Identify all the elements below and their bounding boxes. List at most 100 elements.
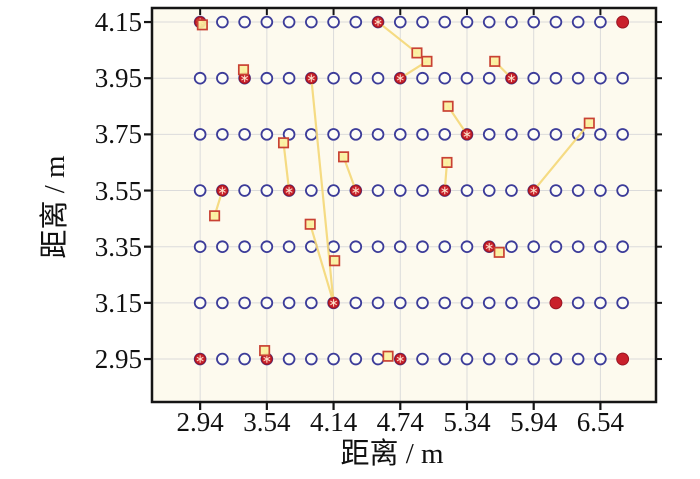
- grid-circle: [216, 15, 229, 29]
- grid-circle: [505, 240, 518, 254]
- grid-circle: [305, 296, 318, 310]
- y-tick-label: 2.95: [94, 344, 142, 375]
- grid-circle: [527, 71, 540, 85]
- grid-circle: [616, 128, 629, 141]
- grid-circle: [460, 15, 474, 29]
- grid-circle: [349, 352, 363, 366]
- grid-circle: [371, 240, 385, 254]
- grid-circle: [438, 296, 452, 310]
- estimated-position-square: [338, 151, 350, 163]
- grid-circle: [482, 15, 496, 29]
- grid-circle: [305, 15, 318, 29]
- grid-circle: [505, 128, 518, 141]
- grid-circle: [549, 71, 563, 85]
- y-axis-title: 距离 / m: [39, 155, 71, 259]
- grid-circle: [460, 184, 474, 197]
- grid-circle: [260, 71, 274, 85]
- grid-circle: [193, 240, 207, 254]
- grid-circle: [527, 296, 540, 310]
- grid-circle: [482, 352, 496, 366]
- grid-circle: [238, 128, 251, 141]
- asterisk-spoke: [441, 188, 449, 193]
- asterisk-spoke: [285, 188, 293, 193]
- true-position-marker: [616, 15, 630, 29]
- grid-circle: [594, 15, 607, 29]
- grid-circle: [416, 240, 429, 254]
- grid-circle: [393, 240, 407, 254]
- grid-circle: [327, 184, 340, 197]
- x-tick-label: 4.14: [309, 407, 358, 437]
- grid-circle: [505, 15, 518, 29]
- asterisk-spoke: [396, 356, 404, 362]
- grid-circle: [371, 128, 385, 141]
- error-line: [376, 20, 419, 55]
- grid-circle: [238, 15, 251, 29]
- y-tick-label: 3.55: [94, 175, 142, 206]
- asterisk-spoke: [530, 188, 538, 193]
- grid-circle: [371, 296, 385, 310]
- grid-circle: [371, 71, 385, 85]
- grid-circle: [282, 15, 296, 29]
- asterisk-spoke: [352, 188, 360, 193]
- grid-circle: [416, 128, 429, 141]
- grid-circle: [349, 15, 363, 29]
- grid-circle: [594, 71, 607, 85]
- estimated-position-square: [259, 345, 271, 357]
- asterisk-spoke: [396, 75, 404, 81]
- grid-circle: [594, 184, 607, 197]
- true-position-marker: [616, 352, 630, 366]
- estimated-position-square: [493, 246, 505, 258]
- grid-circle: [549, 240, 563, 254]
- grid-circle: [571, 240, 585, 254]
- grid-circle: [260, 240, 274, 254]
- asterisk-spoke: [330, 300, 338, 306]
- plot-background: [152, 8, 656, 402]
- grid-circle: [549, 184, 563, 197]
- grid-circle: [571, 296, 585, 310]
- asterisk-spoke: [485, 244, 493, 250]
- grid-circle: [193, 296, 207, 310]
- grid-circle: [349, 240, 363, 254]
- grid-circle: [460, 71, 474, 85]
- grid-circle: [216, 296, 229, 310]
- grid-circle: [438, 352, 452, 366]
- grid-circle: [460, 296, 474, 310]
- x-axis-title: 距离 / m: [340, 438, 444, 470]
- grid-circle: [260, 184, 274, 197]
- estimated-position-square: [329, 255, 341, 267]
- grid-circle: [371, 184, 385, 197]
- grid-circle: [460, 352, 474, 366]
- y-tick-label: 3.15: [94, 287, 142, 318]
- grid-circle: [260, 15, 274, 29]
- estimated-position-square: [237, 64, 250, 76]
- x-tick-label: 6.54: [576, 407, 625, 437]
- grid-circle: [193, 184, 207, 197]
- y-tick-label: 3.35: [94, 231, 142, 262]
- grid-circle: [616, 184, 629, 197]
- grid-circle: [305, 352, 318, 366]
- grid-circle: [193, 71, 207, 85]
- asterisk-spoke: [196, 356, 204, 362]
- grid-circle: [260, 128, 274, 141]
- grid-circle: [571, 352, 585, 366]
- grid-circle: [527, 15, 540, 29]
- estimated-position-square: [421, 55, 433, 67]
- x-tick-label: 5.34: [443, 407, 491, 437]
- grid-circle: [349, 296, 363, 310]
- estimated-position-square: [441, 156, 453, 169]
- grid-circle: [260, 296, 274, 310]
- grid-circle: [238, 352, 251, 366]
- grid-circle: [482, 71, 496, 85]
- grid-circle: [527, 352, 540, 366]
- grid-circle: [282, 240, 296, 254]
- grid-circle: [193, 128, 207, 141]
- estimated-position-square: [442, 100, 454, 112]
- grid-circle: [616, 240, 629, 254]
- grid-circle: [482, 184, 496, 197]
- asterisk-spoke: [374, 19, 382, 25]
- grid-circle: [416, 296, 429, 310]
- grid-circle: [327, 128, 340, 141]
- grid-circle: [416, 15, 429, 29]
- grid-circle: [482, 128, 496, 141]
- estimated-position-square: [304, 218, 316, 230]
